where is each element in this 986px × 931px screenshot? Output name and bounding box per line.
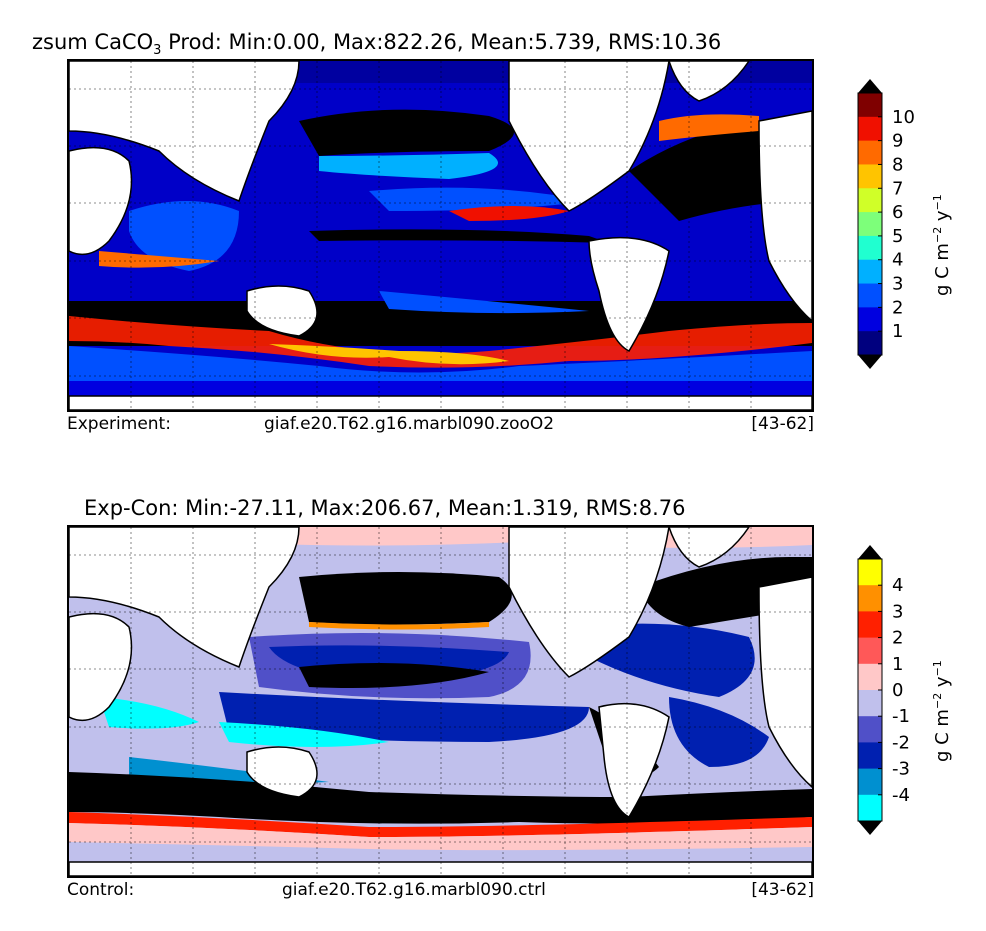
top-colorbar-segment <box>858 212 882 237</box>
bottom-colorbar-segment <box>858 690 882 717</box>
bottom-colorbar-over-triangle <box>858 545 882 559</box>
top-colorbar-tick-label: 2 <box>892 297 903 318</box>
top-colorbar-segment <box>858 188 882 213</box>
bottom-colorbar-segment <box>858 663 882 691</box>
bottom-colorbar-segment <box>858 611 882 639</box>
bottom-colorbar-segment <box>858 768 882 796</box>
bottom-colorbar-tick-label: -1 <box>892 706 910 727</box>
bottom-colorbar-tick-label: -3 <box>892 759 910 780</box>
top-colorbar-segment <box>858 164 882 189</box>
top-map <box>67 59 814 412</box>
top-colorbar-tick-label: 3 <box>892 274 903 295</box>
bottom-map <box>67 525 814 878</box>
bottom-colorbar-label: g C m−2 y−1 <box>931 660 953 762</box>
top-colorbar-under-triangle <box>858 355 882 369</box>
bottom-colorbar: -4 -3 -2 -1 0 1 2 3 4 <box>857 545 928 835</box>
top-colorbar-tick-label: 4 <box>892 250 903 271</box>
top-colorbar-tick-label: 8 <box>892 154 903 175</box>
top-colorbar-segment <box>858 283 882 308</box>
bottom-colorbar-tick-label: 3 <box>892 601 903 622</box>
top-colorbar-tick-label: 1 <box>892 321 903 342</box>
bottom-colorbar-segment <box>858 637 882 665</box>
top-colorbar-segment <box>858 259 882 285</box>
top-title: zsum CaCO3 Prod: Min:0.00, Max:822.26, M… <box>32 30 722 59</box>
top-colorbar-tick-label: 7 <box>892 178 903 199</box>
bottom-colorbar-tick-label: 2 <box>892 628 903 649</box>
bottom-colorbar-segment <box>858 742 882 770</box>
top-colorbar: 1 2 3 4 5 6 7 8 9 10 <box>857 79 928 369</box>
bottom-control-label: Control: <box>67 880 135 900</box>
bottom-colorbar-tick-label: -2 <box>892 732 910 753</box>
top-colorbar-tick-label: 9 <box>892 131 903 152</box>
top-colorbar-over-triangle <box>858 79 882 93</box>
top-colorbar-segment <box>858 235 882 261</box>
top-colorbar-tick-label: 5 <box>892 226 903 247</box>
top-colorbar-label: g C m−2 y−1 <box>931 194 953 296</box>
top-colorbar-outline <box>857 92 883 356</box>
bottom-title: Exp-Con: Min:-27.11, Max:206.67, Mean:1.… <box>84 496 686 520</box>
bottom-colorbar-segment <box>858 794 882 822</box>
bottom-colorbar-tick-label: -4 <box>892 785 910 806</box>
top-colorbar-segment <box>858 307 882 332</box>
top-colorbar-segment <box>858 116 882 142</box>
bottom-colorbar-segment <box>858 716 882 743</box>
bottom-case-name: giaf.e20.T62.g16.marbl090.ctrl <box>282 880 546 900</box>
bottom-colorbar-under-triangle <box>858 821 882 835</box>
bottom-colorbar-segment <box>858 559 882 586</box>
top-colorbar-tick-label: 6 <box>892 202 903 223</box>
top-experiment-label: Experiment: <box>67 414 171 434</box>
bottom-colorbar-tick-label: 1 <box>892 654 903 675</box>
top-colorbar-tick-label: 10 <box>892 107 915 128</box>
top-colorbar-segment <box>858 331 882 356</box>
bottom-colorbar-segment <box>858 585 882 612</box>
top-case-name: giaf.e20.T62.g16.marbl090.zooO2 <box>264 414 555 434</box>
bottom-colorbar-tick-label: 4 <box>892 575 903 596</box>
bottom-years: [43-62] <box>751 880 814 900</box>
top-years: [43-62] <box>751 414 814 434</box>
top-colorbar-segment <box>858 93 882 118</box>
bottom-colorbar-tick-label: 0 <box>892 680 903 701</box>
top-colorbar-segment <box>858 140 882 165</box>
